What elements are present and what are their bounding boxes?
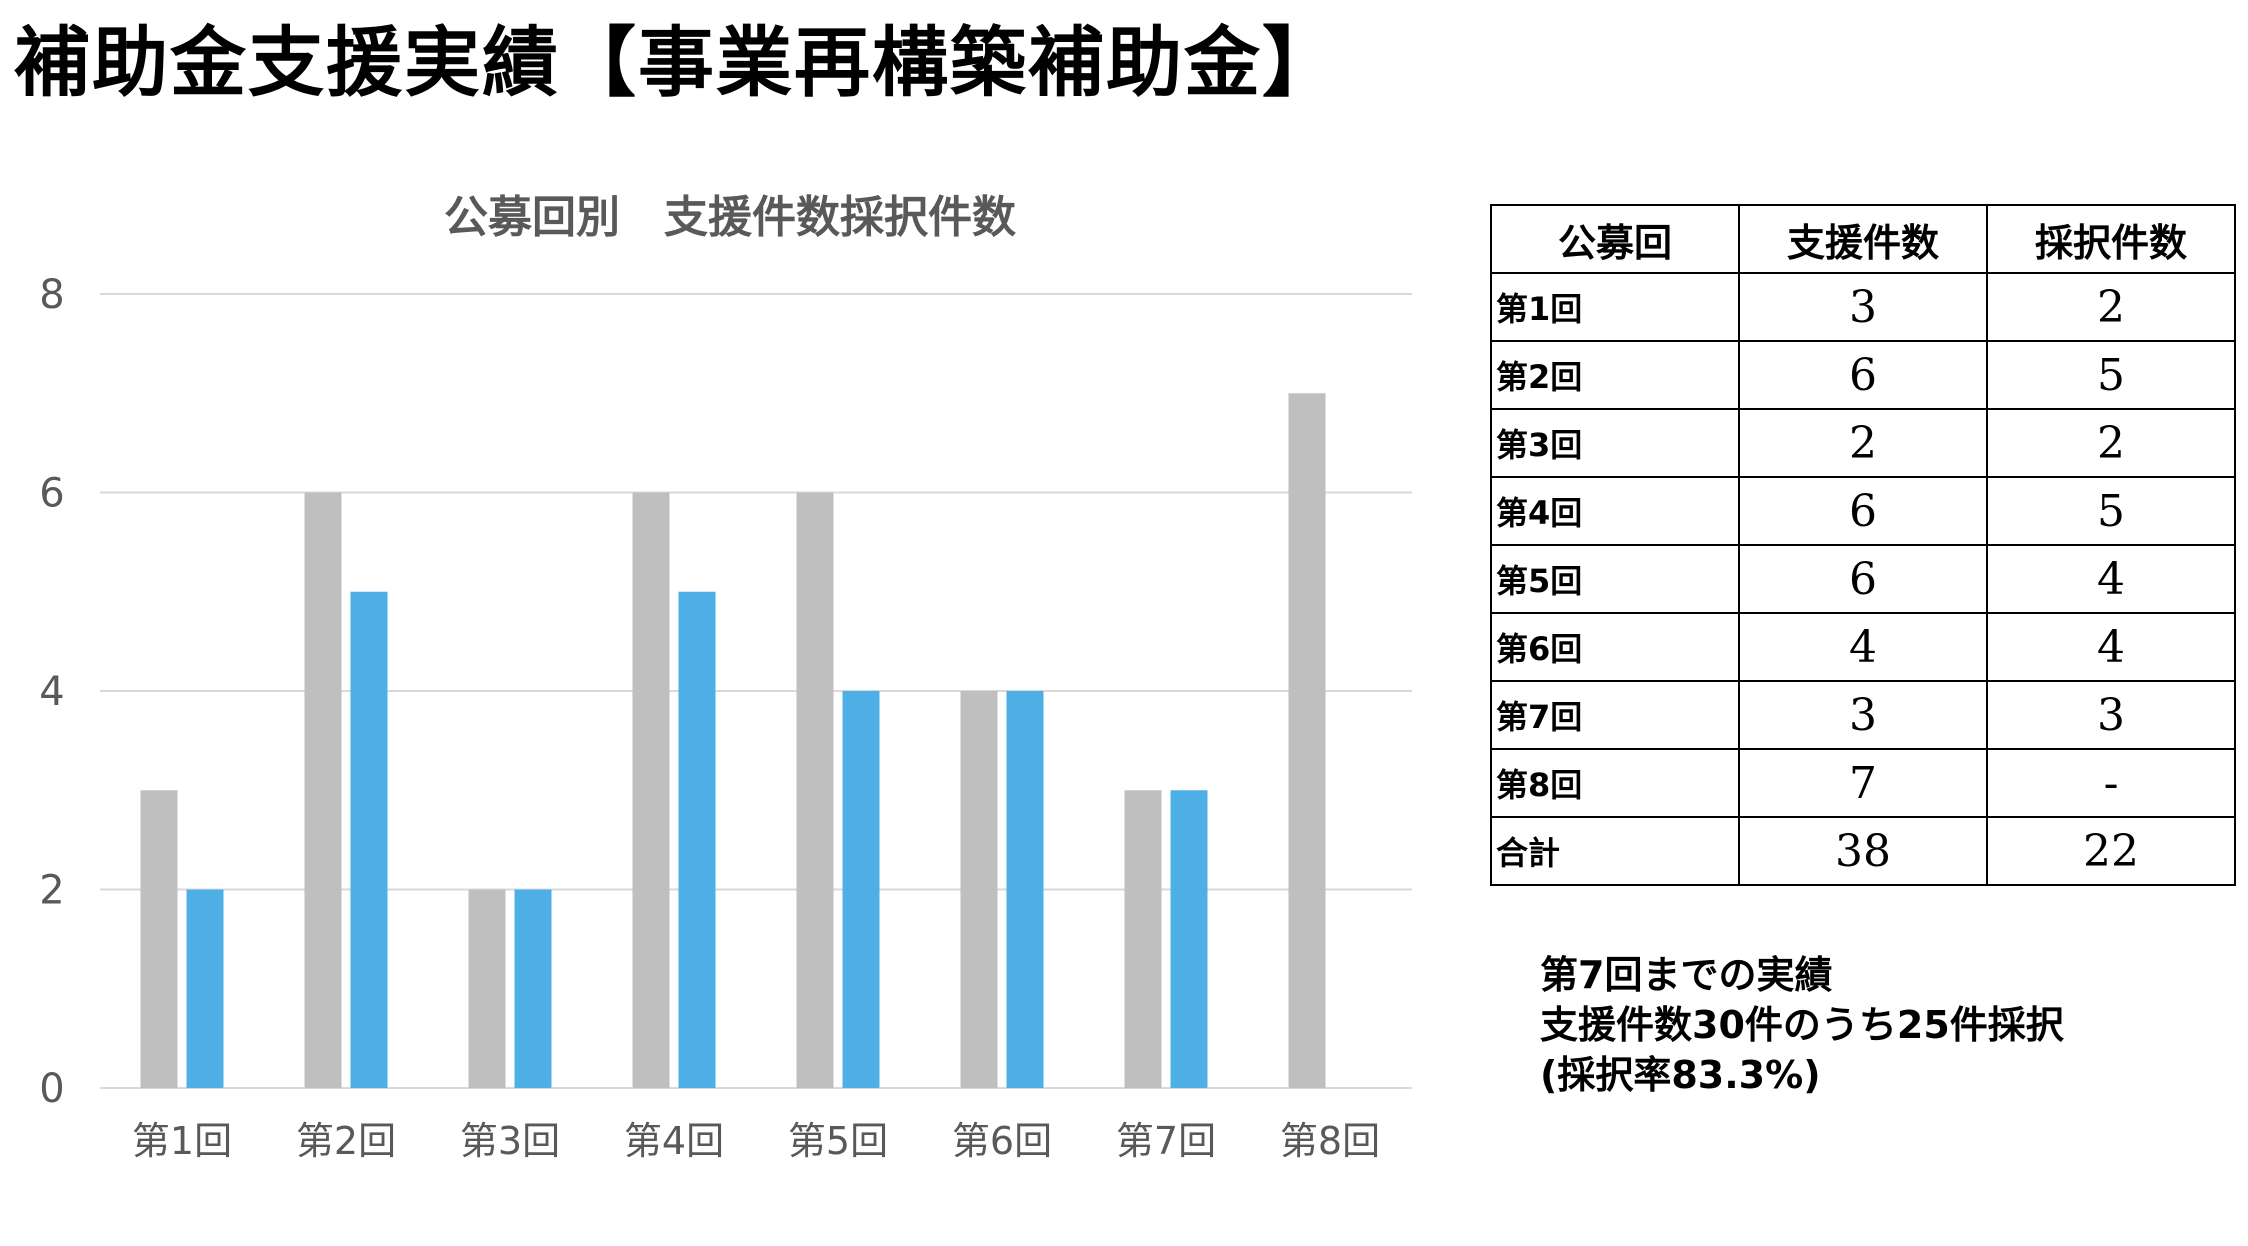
table-row: 第1回 3 2 — [1490, 272, 2236, 342]
results-table: 公募回 支援件数 採択件数 第1回 3 2 第2回 6 5 第3回 2 2 第4… — [1490, 204, 2236, 886]
bar-support-count — [304, 492, 342, 1088]
adopted-count-cell: 2 — [1986, 408, 2236, 478]
adopted-count-cell: 4 — [1986, 544, 2236, 614]
bar-chart: 公募回別 支援件数採択件数 0 2 4 6 8 第1回 第2回 第3回 第4回 第5回 第6回 第7… — [39, 192, 1412, 1163]
x-tick-label: 第5回 — [788, 1119, 888, 1163]
row-label: 第4回 — [1490, 476, 1740, 546]
bar-adopted-count — [678, 591, 716, 1088]
adopted-count-cell: - — [1986, 748, 2236, 818]
page-title: 補助金支援実績【事業再構築補助金】 — [14, 18, 1340, 107]
x-tick-label: 第4回 — [624, 1119, 724, 1163]
row-label: 第2回 — [1490, 340, 1740, 410]
x-tick-label: 第8回 — [1280, 1119, 1380, 1163]
note-line: (採択率83.3%) — [1540, 1053, 1821, 1097]
y-tick-label: 0 — [39, 1066, 64, 1112]
y-tick-label: 8 — [39, 272, 64, 318]
bar-support-count — [1124, 790, 1162, 1088]
bar-adopted-count — [350, 591, 388, 1088]
row-label: 第8回 — [1490, 748, 1740, 818]
support-count-cell: 6 — [1738, 544, 1988, 614]
adopted-count-cell: 5 — [1986, 340, 2236, 410]
bar-support-count — [960, 691, 998, 1088]
bar-support-count — [468, 889, 506, 1088]
table-row: 第7回 3 3 — [1490, 680, 2236, 750]
x-tick-label: 第1回 — [132, 1119, 232, 1163]
bars — [140, 393, 1326, 1088]
support-count-cell: 4 — [1738, 612, 1988, 682]
note-line: 第7回までの実績 — [1540, 953, 1833, 997]
x-axis-ticks: 第1回 第2回 第3回 第4回 第5回 第6回 第7回 第8回 — [132, 1119, 1380, 1163]
adopted-count-cell: 4 — [1986, 612, 2236, 682]
bar-support-count — [140, 790, 178, 1088]
support-count-cell: 7 — [1738, 748, 1988, 818]
table-row: 第2回 6 5 — [1490, 340, 2236, 410]
support-count-cell: 3 — [1738, 272, 1988, 342]
row-label: 第7回 — [1490, 680, 1740, 750]
total-label: 合計 — [1490, 816, 1740, 886]
total-support-count: 38 — [1738, 816, 1988, 886]
bar-adopted-count — [186, 889, 224, 1088]
y-tick-label: 6 — [39, 471, 64, 517]
gridlines — [100, 293, 1412, 1089]
bar-adopted-count — [842, 691, 880, 1088]
summary-note: 第7回までの実績 支援件数30件のうち25件採択 (採択率83.3%) — [1540, 950, 2064, 1100]
adopted-count-cell: 2 — [1986, 272, 2236, 342]
header-adopted-count: 採択件数 — [1986, 204, 2236, 274]
note-line: 支援件数30件のうち25件採択 — [1540, 1003, 2064, 1047]
row-label: 第6回 — [1490, 612, 1740, 682]
x-tick-label: 第2回 — [296, 1119, 396, 1163]
x-tick-label: 第7回 — [1116, 1119, 1216, 1163]
bar-support-count — [632, 492, 670, 1088]
row-label: 第1回 — [1490, 272, 1740, 342]
y-axis-ticks: 0 2 4 6 8 — [39, 272, 64, 1112]
adopted-count-cell: 3 — [1986, 680, 2236, 750]
x-tick-label: 第6回 — [952, 1119, 1052, 1163]
bar-adopted-count — [514, 889, 552, 1088]
bar-adopted-count — [1170, 790, 1208, 1088]
table-row: 第3回 2 2 — [1490, 408, 2236, 478]
bar-support-count — [1288, 393, 1326, 1088]
header-round: 公募回 — [1490, 204, 1740, 274]
table-total-row: 合計 38 22 — [1490, 816, 2236, 886]
support-count-cell: 6 — [1738, 340, 1988, 410]
adopted-count-cell: 5 — [1986, 476, 2236, 546]
support-count-cell: 3 — [1738, 680, 1988, 750]
support-count-cell: 6 — [1738, 476, 1988, 546]
y-tick-label: 4 — [39, 669, 64, 715]
bar-support-count — [796, 492, 834, 1088]
table-header-row: 公募回 支援件数 採択件数 — [1490, 204, 2236, 274]
table-row: 第8回 7 - — [1490, 748, 2236, 818]
chart-title: 公募回別 支援件数採択件数 — [444, 192, 1016, 243]
total-adopted-count: 22 — [1986, 816, 2236, 886]
y-tick-label: 2 — [39, 868, 64, 914]
row-label: 第3回 — [1490, 408, 1740, 478]
header-support-count: 支援件数 — [1738, 204, 1988, 274]
table-row: 第5回 6 4 — [1490, 544, 2236, 614]
table-row: 第6回 4 4 — [1490, 612, 2236, 682]
bar-adopted-count — [1006, 691, 1044, 1088]
table-row: 第4回 6 5 — [1490, 476, 2236, 546]
row-label: 第5回 — [1490, 544, 1740, 614]
support-count-cell: 2 — [1738, 408, 1988, 478]
x-tick-label: 第3回 — [460, 1119, 560, 1163]
